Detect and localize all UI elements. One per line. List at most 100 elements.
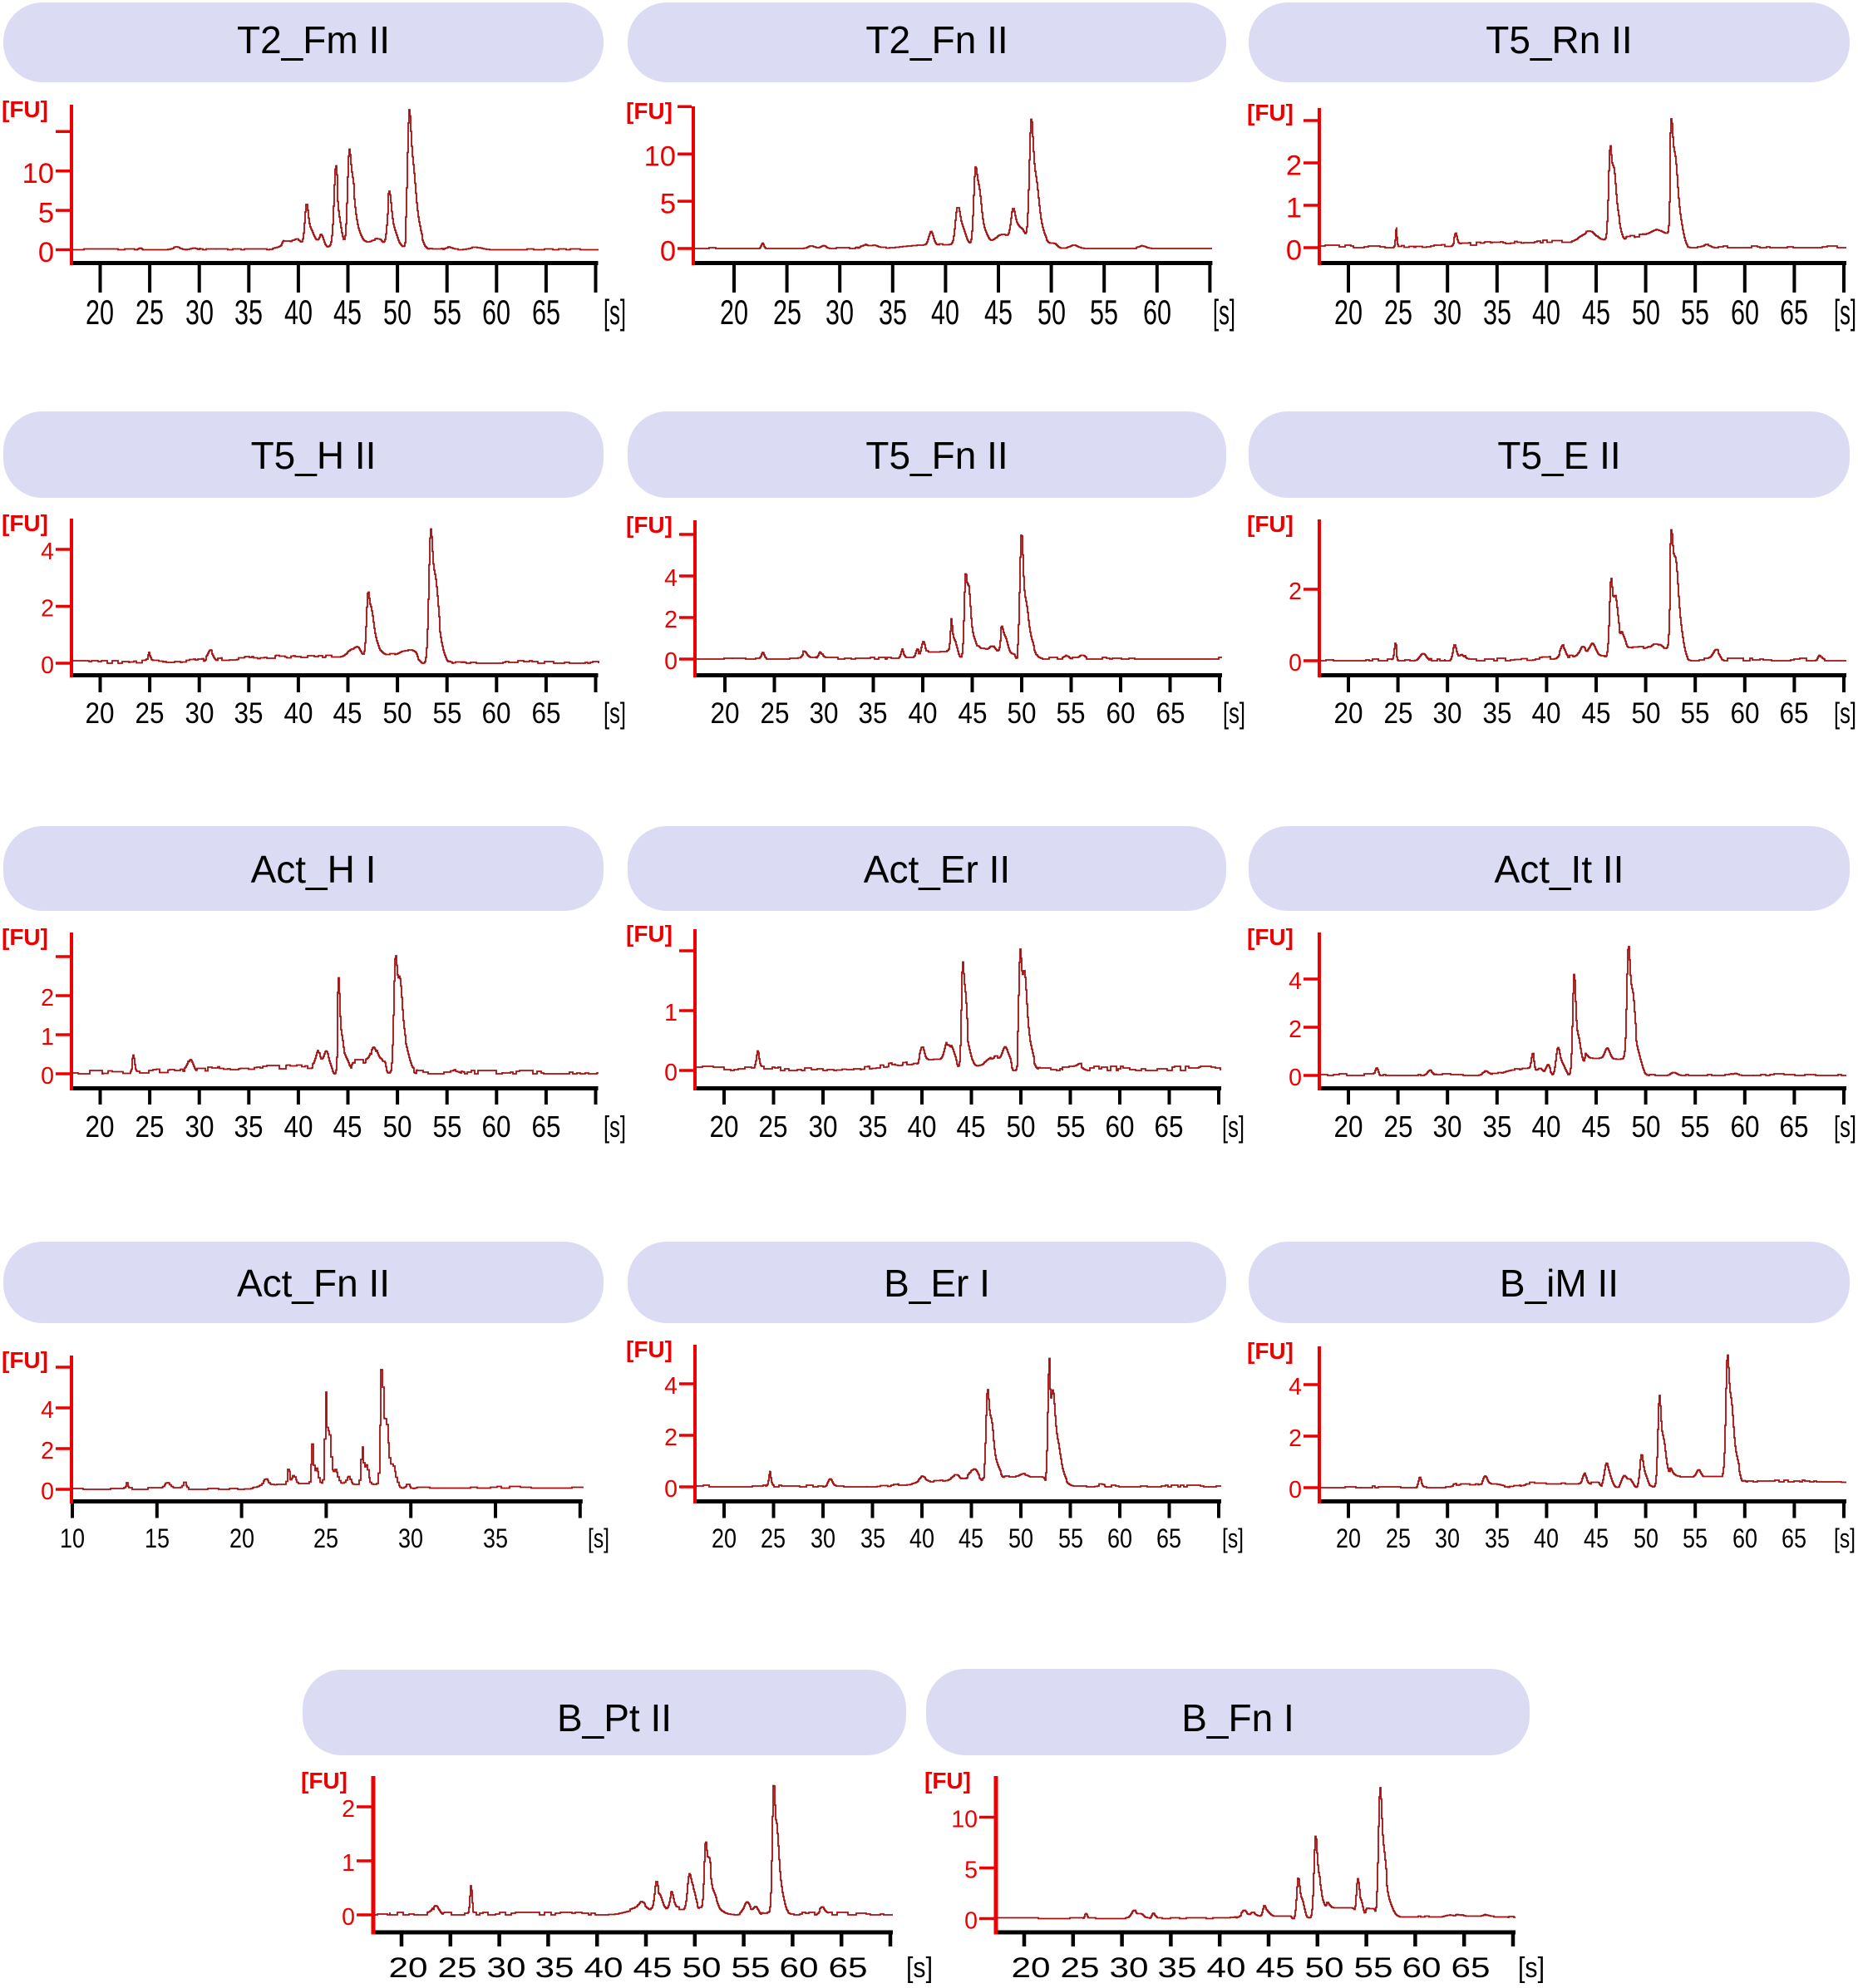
svg-text:35: 35 bbox=[234, 696, 264, 730]
svg-text:30: 30 bbox=[1433, 1110, 1462, 1144]
svg-text:0: 0 bbox=[41, 1479, 54, 1505]
svg-text:45: 45 bbox=[1582, 1110, 1611, 1144]
svg-text:[FU]: [FU] bbox=[2, 96, 48, 122]
svg-text:[s]: [s] bbox=[1213, 293, 1235, 332]
svg-text:45: 45 bbox=[959, 696, 988, 730]
svg-text:40: 40 bbox=[909, 696, 938, 730]
svg-text:15: 15 bbox=[145, 1523, 170, 1553]
svg-text:30: 30 bbox=[810, 696, 839, 730]
svg-text:65: 65 bbox=[532, 293, 560, 332]
svg-text:20: 20 bbox=[710, 1110, 739, 1144]
svg-text:[FU]: [FU] bbox=[626, 1336, 673, 1362]
svg-text:20: 20 bbox=[86, 696, 115, 730]
svg-text:50: 50 bbox=[1632, 696, 1661, 730]
svg-text:20: 20 bbox=[1334, 1110, 1363, 1144]
svg-text:50: 50 bbox=[1634, 1523, 1658, 1553]
svg-text:40: 40 bbox=[1532, 696, 1561, 730]
svg-text:30: 30 bbox=[185, 1110, 214, 1144]
svg-text:35: 35 bbox=[859, 696, 888, 730]
svg-text:55: 55 bbox=[1057, 696, 1086, 730]
svg-text:25: 25 bbox=[773, 293, 801, 332]
svg-text:20: 20 bbox=[1012, 1952, 1051, 1984]
svg-text:30: 30 bbox=[1433, 696, 1462, 730]
svg-text:25: 25 bbox=[1061, 1952, 1100, 1984]
svg-text:0: 0 bbox=[41, 1063, 54, 1090]
svg-text:2: 2 bbox=[41, 985, 54, 1011]
svg-text:30: 30 bbox=[1435, 1523, 1460, 1553]
svg-text:50: 50 bbox=[383, 696, 412, 730]
svg-text:25: 25 bbox=[761, 696, 790, 730]
svg-text:40: 40 bbox=[584, 1952, 623, 1984]
svg-text:20: 20 bbox=[1336, 1523, 1361, 1553]
svg-text:40: 40 bbox=[1532, 1110, 1561, 1144]
svg-text:2: 2 bbox=[1289, 1016, 1302, 1043]
svg-text:45: 45 bbox=[1256, 1952, 1295, 1984]
svg-text:50: 50 bbox=[383, 1110, 412, 1144]
svg-text:60: 60 bbox=[780, 1952, 819, 1984]
svg-text:T2_Fn II: T2_Fn II bbox=[865, 18, 1008, 62]
svg-text:2: 2 bbox=[664, 607, 678, 633]
svg-text:65: 65 bbox=[1451, 1952, 1491, 1984]
svg-text:25: 25 bbox=[136, 696, 165, 730]
svg-text:35: 35 bbox=[859, 1110, 888, 1144]
svg-text:35: 35 bbox=[483, 1523, 508, 1553]
svg-text:55: 55 bbox=[433, 1110, 462, 1144]
svg-text:20: 20 bbox=[712, 1523, 737, 1553]
svg-text:[FU]: [FU] bbox=[626, 98, 673, 124]
svg-text:0: 0 bbox=[1286, 235, 1302, 267]
svg-text:65: 65 bbox=[1780, 696, 1809, 730]
svg-text:2: 2 bbox=[1286, 150, 1302, 182]
svg-text:40: 40 bbox=[931, 293, 959, 332]
svg-text:20: 20 bbox=[1334, 293, 1363, 332]
svg-text:40: 40 bbox=[284, 696, 313, 730]
svg-text:55: 55 bbox=[1354, 1952, 1393, 1984]
svg-text:45: 45 bbox=[1582, 696, 1611, 730]
svg-text:20: 20 bbox=[229, 1523, 254, 1553]
svg-text:4: 4 bbox=[41, 1397, 54, 1424]
svg-text:40: 40 bbox=[1207, 1952, 1246, 1984]
svg-text:50: 50 bbox=[383, 293, 412, 332]
svg-text:0: 0 bbox=[664, 648, 678, 675]
svg-text:[s]: [s] bbox=[1834, 293, 1856, 332]
svg-text:35: 35 bbox=[1158, 1952, 1197, 1984]
svg-text:65: 65 bbox=[829, 1952, 868, 1984]
svg-text:45: 45 bbox=[333, 696, 362, 730]
svg-text:25: 25 bbox=[761, 1523, 786, 1553]
svg-text:25: 25 bbox=[136, 1110, 165, 1144]
svg-text:35: 35 bbox=[1483, 293, 1511, 332]
svg-text:25: 25 bbox=[1384, 696, 1413, 730]
svg-text:45: 45 bbox=[333, 1110, 362, 1144]
svg-text:55: 55 bbox=[1057, 1110, 1086, 1144]
svg-text:60: 60 bbox=[1106, 696, 1136, 730]
svg-text:25: 25 bbox=[313, 1523, 338, 1553]
svg-text:35: 35 bbox=[1483, 1110, 1512, 1144]
svg-text:2: 2 bbox=[41, 596, 54, 622]
svg-text:[s]: [s] bbox=[906, 1952, 933, 1984]
svg-text:[s]: [s] bbox=[1834, 1110, 1856, 1144]
svg-text:1: 1 bbox=[664, 1000, 678, 1026]
svg-text:[s]: [s] bbox=[1834, 1523, 1856, 1553]
svg-text:[FU]: [FU] bbox=[1247, 1338, 1294, 1364]
svg-text:40: 40 bbox=[908, 1110, 937, 1144]
svg-text:[s]: [s] bbox=[1223, 696, 1245, 730]
svg-text:25: 25 bbox=[1384, 1110, 1413, 1144]
svg-text:55: 55 bbox=[433, 696, 462, 730]
svg-text:55: 55 bbox=[1683, 1523, 1708, 1553]
svg-text:30: 30 bbox=[185, 293, 214, 332]
svg-text:65: 65 bbox=[1780, 1110, 1809, 1144]
svg-text:55: 55 bbox=[1090, 293, 1118, 332]
svg-text:10: 10 bbox=[60, 1523, 85, 1553]
svg-text:10: 10 bbox=[644, 141, 676, 173]
svg-text:T5_H II: T5_H II bbox=[251, 434, 377, 477]
svg-text:45: 45 bbox=[1582, 293, 1610, 332]
svg-text:30: 30 bbox=[1110, 1952, 1149, 1984]
svg-text:30: 30 bbox=[398, 1523, 423, 1553]
svg-text:60: 60 bbox=[1731, 696, 1760, 730]
svg-text:25: 25 bbox=[136, 293, 164, 332]
svg-text:55: 55 bbox=[1681, 696, 1710, 730]
svg-text:Act_Er II: Act_Er II bbox=[864, 848, 1010, 891]
svg-text:[s]: [s] bbox=[604, 1110, 626, 1144]
svg-text:45: 45 bbox=[333, 293, 362, 332]
svg-text:0: 0 bbox=[1289, 1065, 1302, 1091]
svg-text:55: 55 bbox=[1681, 293, 1709, 332]
